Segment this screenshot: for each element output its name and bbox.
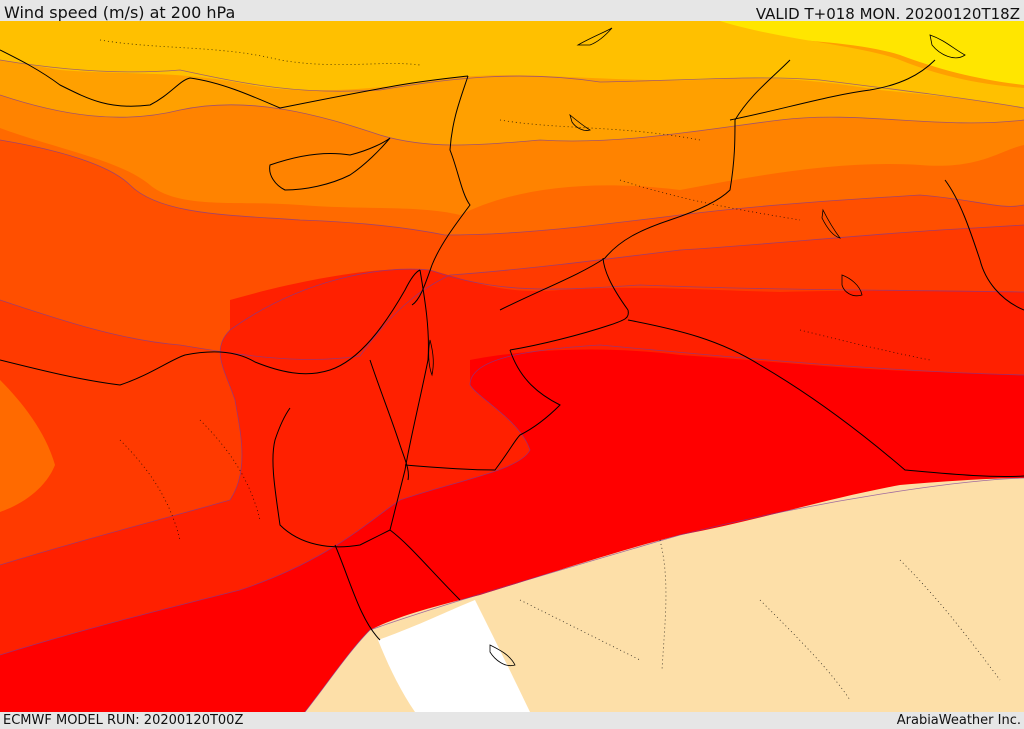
band-orange-3-west bbox=[0, 380, 55, 512]
footer-bar: ECMWF MODEL RUN: 20200120T00Z ArabiaWeat… bbox=[0, 712, 1024, 729]
contour-lines bbox=[0, 59, 1024, 712]
admin-boundaries bbox=[99, 39, 1001, 701]
borders bbox=[0, 49, 1024, 641]
map-title: Wind speed (m/s) at 200 hPa bbox=[4, 3, 236, 22]
model-run-label: ECMWF MODEL RUN: 20200120T00Z bbox=[3, 713, 244, 728]
calm-area bbox=[378, 600, 530, 712]
band-yellow bbox=[720, 21, 1024, 85]
islands-and-lakes bbox=[428, 27, 966, 667]
header-bar: Wind speed (m/s) at 200 hPa VALID T+018 … bbox=[0, 0, 1024, 23]
credit-label: ArabiaWeather Inc. bbox=[896, 713, 1021, 728]
band-light-orange bbox=[0, 21, 1024, 108]
wind-speed-map[interactable] bbox=[0, 21, 1024, 712]
valid-time: VALID T+018 MON. 20200120T18Z bbox=[755, 5, 1020, 23]
map-canvas bbox=[0, 21, 1024, 712]
